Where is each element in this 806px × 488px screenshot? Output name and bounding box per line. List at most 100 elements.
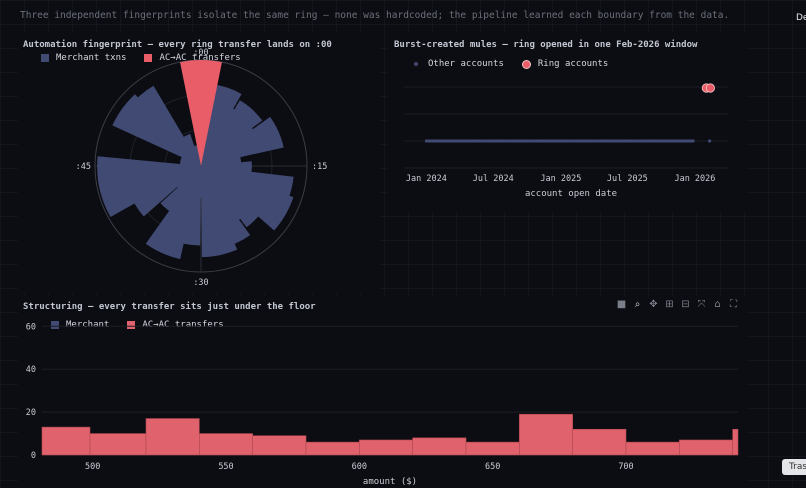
scatter-point-other[interactable] <box>647 139 651 143</box>
scatter-point-other[interactable] <box>651 139 656 143</box>
histogram-bar[interactable] <box>305 441 360 456</box>
scatter-point-other[interactable] <box>605 139 609 143</box>
scatter-point-other[interactable] <box>457 139 462 143</box>
scatter-point-other[interactable] <box>477 139 481 143</box>
scatter-point-other[interactable] <box>559 139 563 143</box>
legend-item-transfers-hist[interactable]: AC→AC transfers <box>127 320 224 330</box>
histogram-bar[interactable] <box>252 435 307 456</box>
scatter-point-other[interactable] <box>435 139 440 143</box>
scatter-point-other[interactable] <box>539 139 543 143</box>
scatter-point-other[interactable] <box>671 139 675 143</box>
scatter-point-other[interactable] <box>537 139 541 143</box>
scatter-point-other[interactable] <box>438 139 442 143</box>
scatter-point-other[interactable] <box>645 139 649 143</box>
scatter-point-other[interactable] <box>490 139 495 143</box>
fullscreen-icon[interactable]: ⛶ <box>730 299 737 310</box>
scatter-point-other[interactable] <box>607 139 611 143</box>
polar-bar-transfer[interactable] <box>180 60 222 166</box>
histogram-bar[interactable] <box>732 428 739 456</box>
scatter-point-other[interactable] <box>475 139 479 143</box>
scatter-point-other[interactable] <box>654 139 658 143</box>
polar-bar-merchant[interactable] <box>128 166 201 217</box>
scatter-point-other[interactable] <box>640 139 645 143</box>
polar-bar-merchant[interactable] <box>173 166 201 192</box>
scatter-point-other[interactable] <box>460 139 464 143</box>
scatter-point-other[interactable] <box>548 139 552 143</box>
polar-chart[interactable]: :00 :15 :30 :45 <box>18 32 380 294</box>
scatter-point-other[interactable] <box>638 139 642 143</box>
zoom-in-icon[interactable]: ⊞ <box>665 299 674 310</box>
scatter-point-other[interactable] <box>684 139 689 143</box>
scatter-point-other[interactable] <box>501 139 506 143</box>
pan-icon[interactable]: ✥ <box>649 299 658 310</box>
scatter-point-other[interactable] <box>557 139 561 143</box>
polar-bar-merchant[interactable] <box>201 166 251 249</box>
scatter-point-other[interactable] <box>680 139 684 143</box>
scatter-point-other[interactable] <box>561 139 565 143</box>
polar-bar-merchant[interactable] <box>201 150 242 166</box>
scatter-point-other[interactable] <box>552 139 556 143</box>
legend-item-merchant[interactable]: Merchant txns <box>41 53 126 63</box>
scatter-point-other[interactable] <box>587 139 592 143</box>
scatter-point-other[interactable] <box>643 139 647 143</box>
scatter-point-other[interactable] <box>424 139 429 143</box>
scatter-point-other[interactable] <box>449 139 453 143</box>
polar-bar-merchant[interactable] <box>97 156 201 198</box>
scatter-point-other[interactable] <box>433 139 437 143</box>
scatter-point-other[interactable] <box>596 139 600 143</box>
scatter-point-other[interactable] <box>506 139 510 143</box>
legend-item-other-accounts[interactable]: Other accounts <box>414 59 504 69</box>
scatter-point-other[interactable] <box>554 139 559 143</box>
scatter-point-other[interactable] <box>530 139 534 143</box>
scatter-point-other[interactable] <box>453 139 457 143</box>
histogram-bar[interactable] <box>41 426 91 456</box>
scatter-point-other[interactable] <box>528 139 532 143</box>
scatter-point-other[interactable] <box>484 139 488 143</box>
scatter-point-other[interactable] <box>590 139 594 143</box>
polar-bar-merchant[interactable] <box>178 133 201 166</box>
scatter-point-other[interactable] <box>497 139 501 143</box>
scatter-point-other[interactable] <box>471 139 475 143</box>
scatter-point-other[interactable] <box>649 139 653 143</box>
scatter-point-other[interactable] <box>673 139 678 143</box>
legend-item-ring[interactable]: AC→AC transfers <box>144 53 241 63</box>
polar-bar-merchant[interactable] <box>126 85 201 166</box>
scatter-point-other[interactable] <box>563 139 567 143</box>
autoscale-icon[interactable]: ⤧ <box>697 299 706 310</box>
scatter-point-other[interactable] <box>678 139 682 143</box>
scatter-point-other[interactable] <box>488 139 492 143</box>
scatter-point-other[interactable] <box>493 139 497 143</box>
scatter-point-other[interactable] <box>570 139 574 143</box>
scatter-point-other[interactable] <box>576 139 581 143</box>
scatter-point-other[interactable] <box>618 139 622 143</box>
zoom-out-icon[interactable]: ⊟ <box>681 299 690 310</box>
legend-item-ring-accounts[interactable]: Ring accounts <box>521 59 608 69</box>
scatter-point-ring[interactable] <box>705 83 715 93</box>
scatter-point-other[interactable] <box>658 139 662 143</box>
scatter-point-other[interactable] <box>579 139 583 143</box>
scatter-point-other[interactable] <box>603 139 607 143</box>
legend-item-merchant-hist[interactable]: Merchant <box>51 320 109 330</box>
scatter-point-other[interactable] <box>486 139 490 143</box>
histogram-bar[interactable] <box>199 433 253 456</box>
scatter-point-other[interactable] <box>631 139 636 143</box>
polar-bar-merchant[interactable] <box>201 166 238 258</box>
scatter-point-other[interactable] <box>620 139 625 143</box>
histogram-bar[interactable] <box>679 439 733 456</box>
histogram-bar[interactable] <box>359 439 413 456</box>
scatter-point-other[interactable] <box>609 139 614 143</box>
scatter-point-other[interactable] <box>616 139 620 143</box>
scatter-point-other[interactable] <box>627 139 631 143</box>
scatter-point-other[interactable] <box>462 139 466 143</box>
scatter-point-other[interactable] <box>519 139 523 143</box>
scatter-point-other[interactable] <box>662 139 667 143</box>
scatter-point-other[interactable] <box>667 139 671 143</box>
scatter-point-other[interactable] <box>634 139 638 143</box>
histogram-bar[interactable] <box>145 418 200 456</box>
scatter-point-other[interactable] <box>541 139 545 143</box>
scatter-point-other[interactable] <box>682 139 686 143</box>
scatter-point-other[interactable] <box>446 139 451 143</box>
histogram-chart[interactable]: 0 20 40 60 500 550 600 650 700 amount ($) <box>18 296 746 488</box>
scatter-point-other[interactable] <box>431 139 435 143</box>
scatter-point-other[interactable] <box>598 139 603 143</box>
